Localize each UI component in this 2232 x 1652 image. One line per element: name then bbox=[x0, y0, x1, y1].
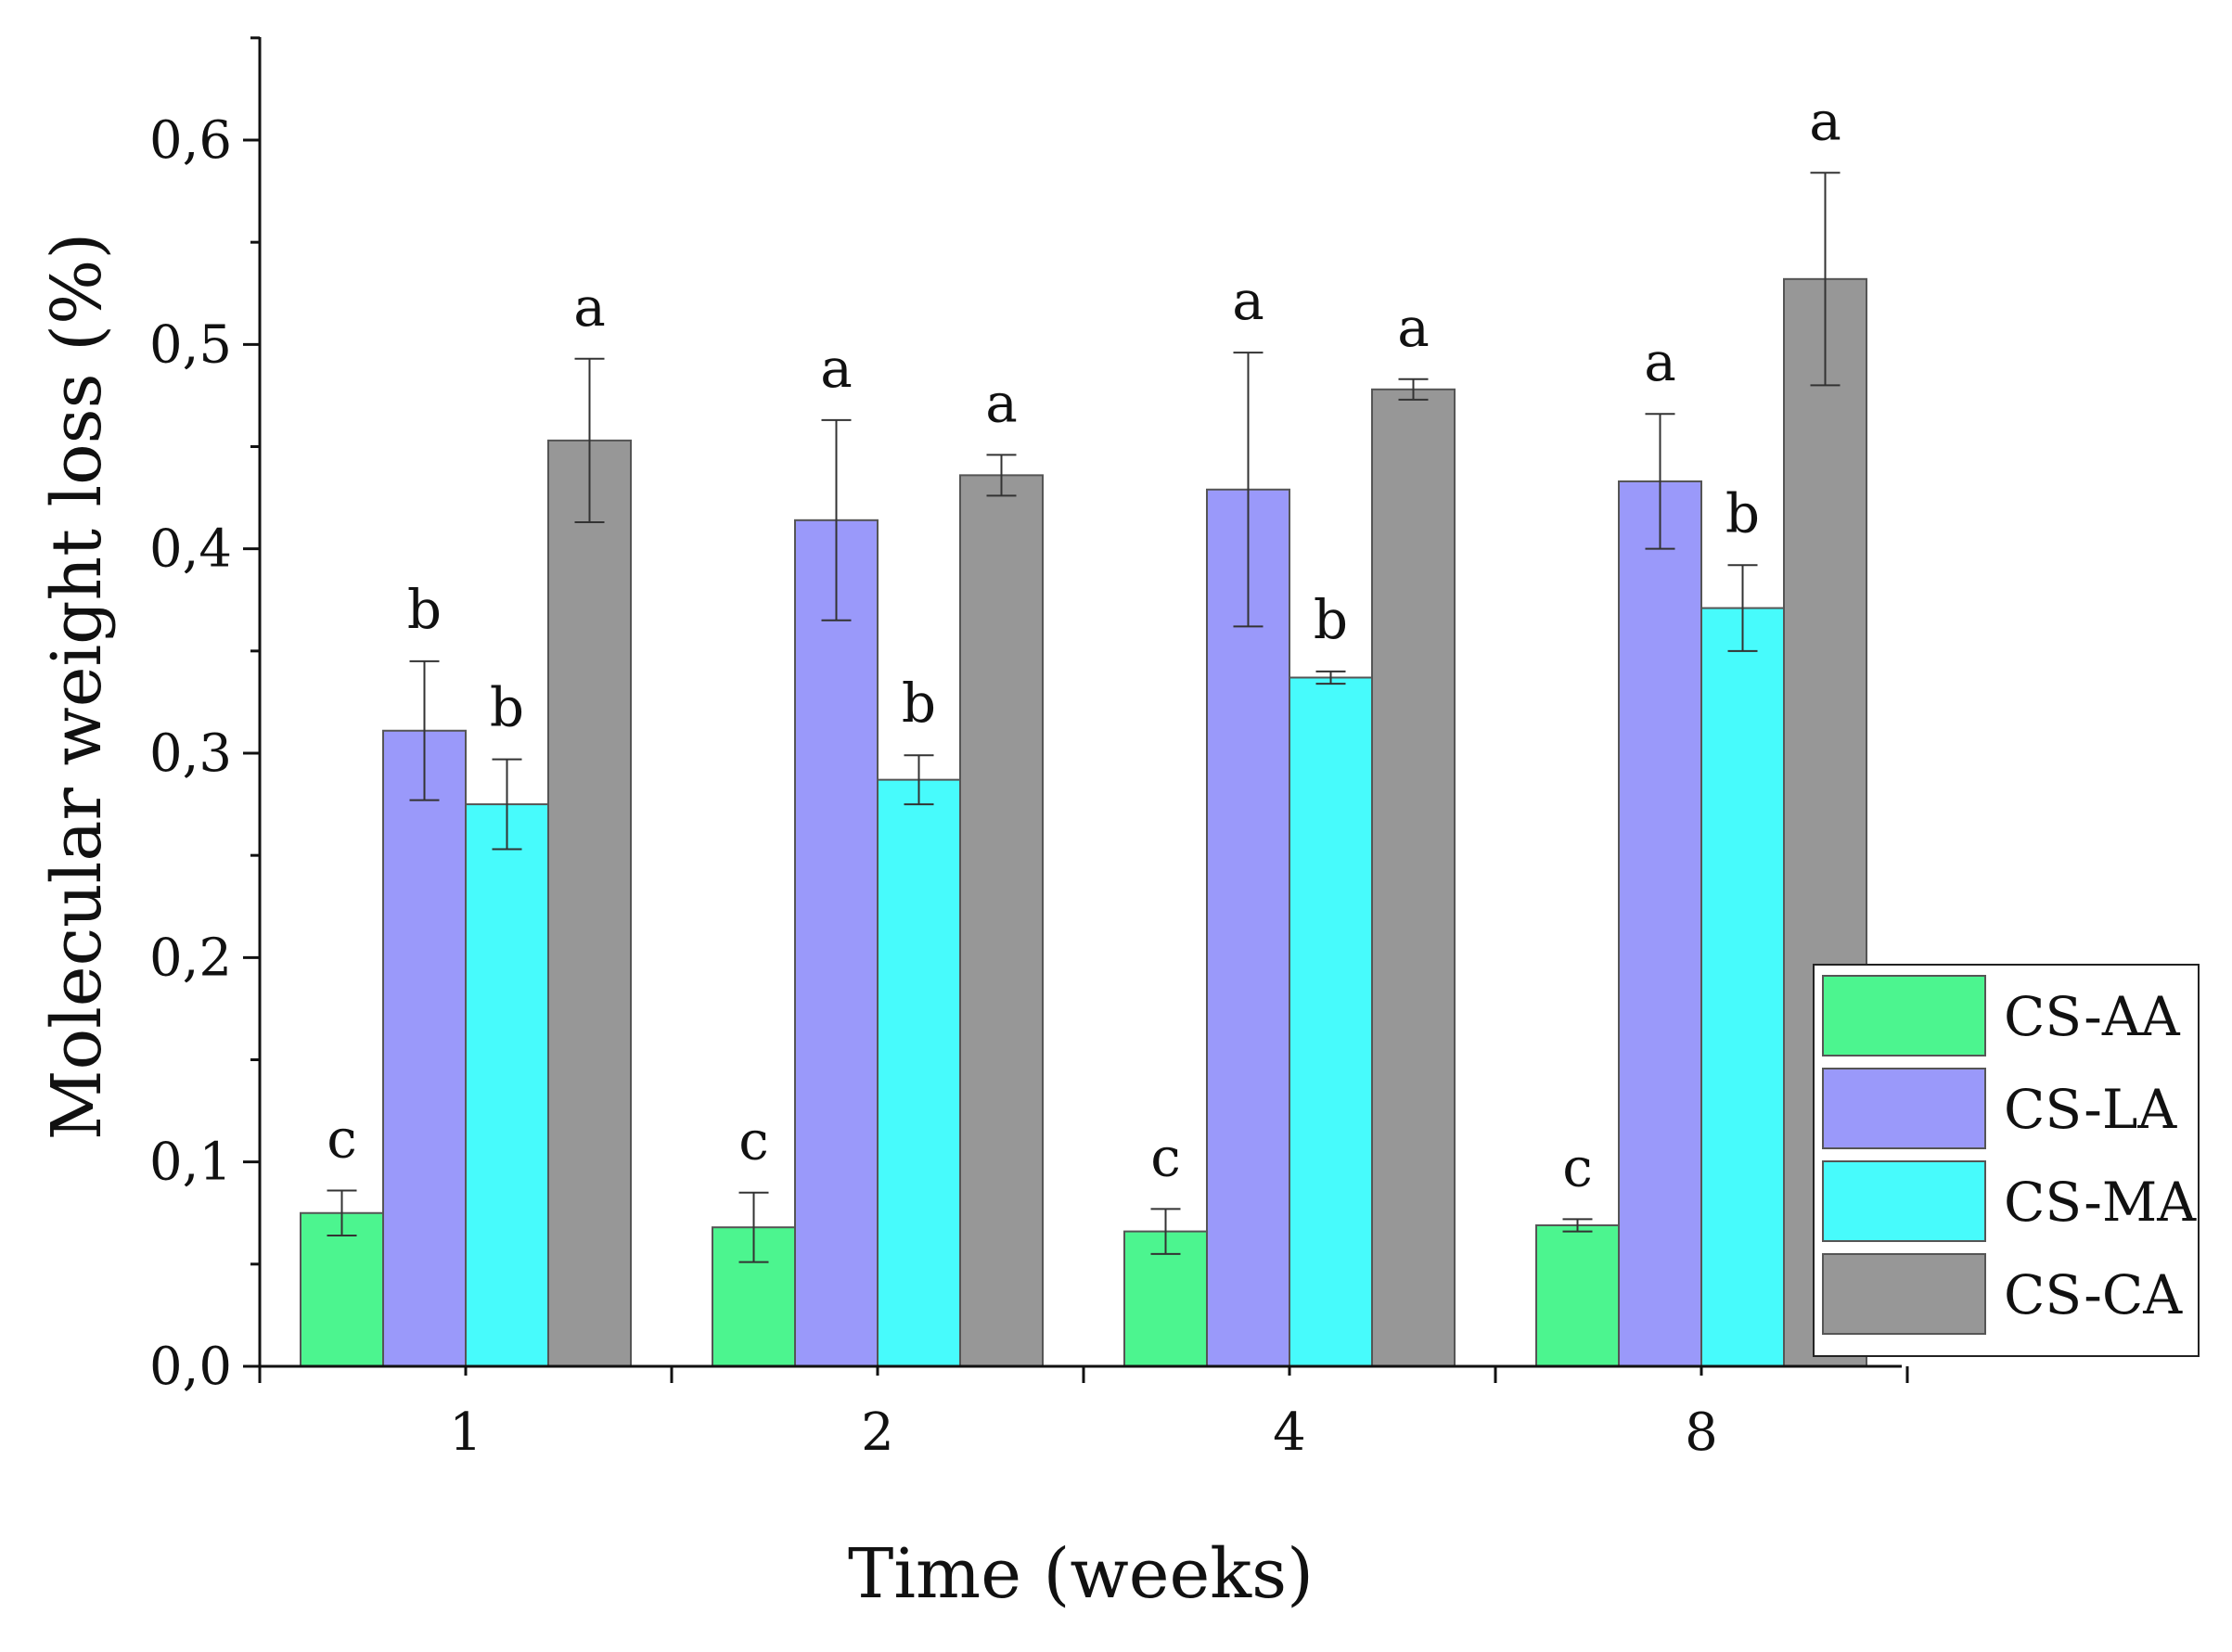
significance-letter: b bbox=[490, 676, 524, 739]
error-bar-cs-ca-1 bbox=[574, 357, 605, 524]
bar-cs-ca-4 bbox=[1371, 388, 1456, 1368]
error-bar-cs-ma-2 bbox=[904, 754, 934, 806]
x-tick-label: 4 bbox=[1273, 1402, 1306, 1463]
error-bar-cs-ca-8 bbox=[1810, 172, 1841, 387]
bar-cs-ma-8 bbox=[1700, 607, 1785, 1367]
x-tick-label: 1 bbox=[449, 1402, 482, 1463]
significance-letter: a bbox=[573, 275, 606, 339]
legend-swatch-cs-la bbox=[1822, 1068, 1986, 1149]
significance-letter: c bbox=[327, 1108, 356, 1171]
y-axis-title: Molecular weight loss (%) bbox=[37, 233, 117, 1140]
significance-letter: b bbox=[902, 672, 936, 735]
error-bar-cs-ma-4 bbox=[1315, 670, 1346, 685]
bar-cs-ma-1 bbox=[465, 803, 549, 1367]
y-tick-label: 0,5 bbox=[149, 314, 232, 375]
significance-letter: a bbox=[1232, 269, 1264, 332]
significance-letter: b bbox=[1725, 481, 1760, 544]
bars-layer bbox=[300, 172, 1867, 1368]
error-bar-cs-ma-1 bbox=[492, 758, 522, 851]
error-bar-cs-aa-2 bbox=[738, 1191, 769, 1263]
y-tick-label: 0,3 bbox=[149, 724, 232, 784]
legend-label-cs-aa: CS-AA bbox=[2004, 985, 2181, 1048]
bar-cs-ca-1 bbox=[547, 439, 632, 1367]
x-axis-title: Time (weeks) bbox=[848, 1534, 1314, 1614]
error-bar-cs-aa-8 bbox=[1562, 1218, 1593, 1233]
bar-cs-ma-4 bbox=[1289, 676, 1373, 1367]
error-bar-cs-ca-2 bbox=[986, 454, 1017, 497]
x-tick-label: 2 bbox=[861, 1402, 894, 1463]
y-tick-label: 0,0 bbox=[149, 1337, 232, 1397]
error-bar-cs-la-8 bbox=[1645, 413, 1675, 550]
legend-swatch-cs-ca bbox=[1822, 1253, 1986, 1335]
legend-label-cs-ma: CS-MA bbox=[2004, 1171, 2197, 1234]
error-bar-cs-ca-4 bbox=[1398, 378, 1429, 401]
y-tick-label: 0,1 bbox=[149, 1133, 232, 1193]
significance-letter: c bbox=[1562, 1135, 1592, 1198]
bar-cs-la-2 bbox=[794, 519, 879, 1367]
x-tick-label: 8 bbox=[1685, 1402, 1718, 1463]
significance-letter: a bbox=[985, 371, 1018, 434]
bar-cs-ca-2 bbox=[959, 474, 1044, 1367]
error-bar-cs-la-4 bbox=[1233, 352, 1264, 628]
bar-cs-aa-1 bbox=[300, 1211, 384, 1367]
significance-letter: b bbox=[1314, 588, 1348, 651]
legend: CS-AA CS-LA CS-MA CS-CA bbox=[1813, 964, 2200, 1357]
error-bar-cs-ma-8 bbox=[1727, 564, 1758, 652]
bar-cs-la-8 bbox=[1618, 480, 1702, 1367]
significance-letter: c bbox=[1150, 1125, 1180, 1188]
bar-cs-la-4 bbox=[1206, 488, 1290, 1367]
y-tick-label: 0,2 bbox=[149, 928, 232, 988]
legend-swatch-cs-ma bbox=[1822, 1160, 1986, 1242]
legend-swatch-cs-aa bbox=[1822, 975, 1986, 1057]
error-bar-cs-la-1 bbox=[409, 660, 440, 801]
y-tick-label: 0,6 bbox=[149, 110, 232, 171]
error-bar-cs-aa-4 bbox=[1150, 1208, 1181, 1255]
bar-cs-ma-2 bbox=[877, 778, 961, 1367]
legend-label-cs-la: CS-LA bbox=[2004, 1078, 2177, 1141]
error-bar-cs-la-2 bbox=[821, 418, 852, 621]
error-bar-cs-aa-1 bbox=[327, 1189, 357, 1236]
significance-letter: a bbox=[820, 337, 853, 400]
bar-cs-la-1 bbox=[382, 729, 467, 1367]
significance-letter: a bbox=[1809, 89, 1841, 152]
y-tick-label: 0,4 bbox=[149, 519, 232, 580]
significance-letter: a bbox=[1397, 296, 1430, 359]
legend-label-cs-ca: CS-CA bbox=[2004, 1263, 2183, 1326]
bar-cs-aa-8 bbox=[1535, 1223, 1620, 1367]
significance-letter: b bbox=[407, 578, 442, 641]
significance-letter: a bbox=[1644, 330, 1676, 393]
significance-letter: c bbox=[738, 1109, 768, 1172]
axes-layer bbox=[243, 36, 1909, 1383]
